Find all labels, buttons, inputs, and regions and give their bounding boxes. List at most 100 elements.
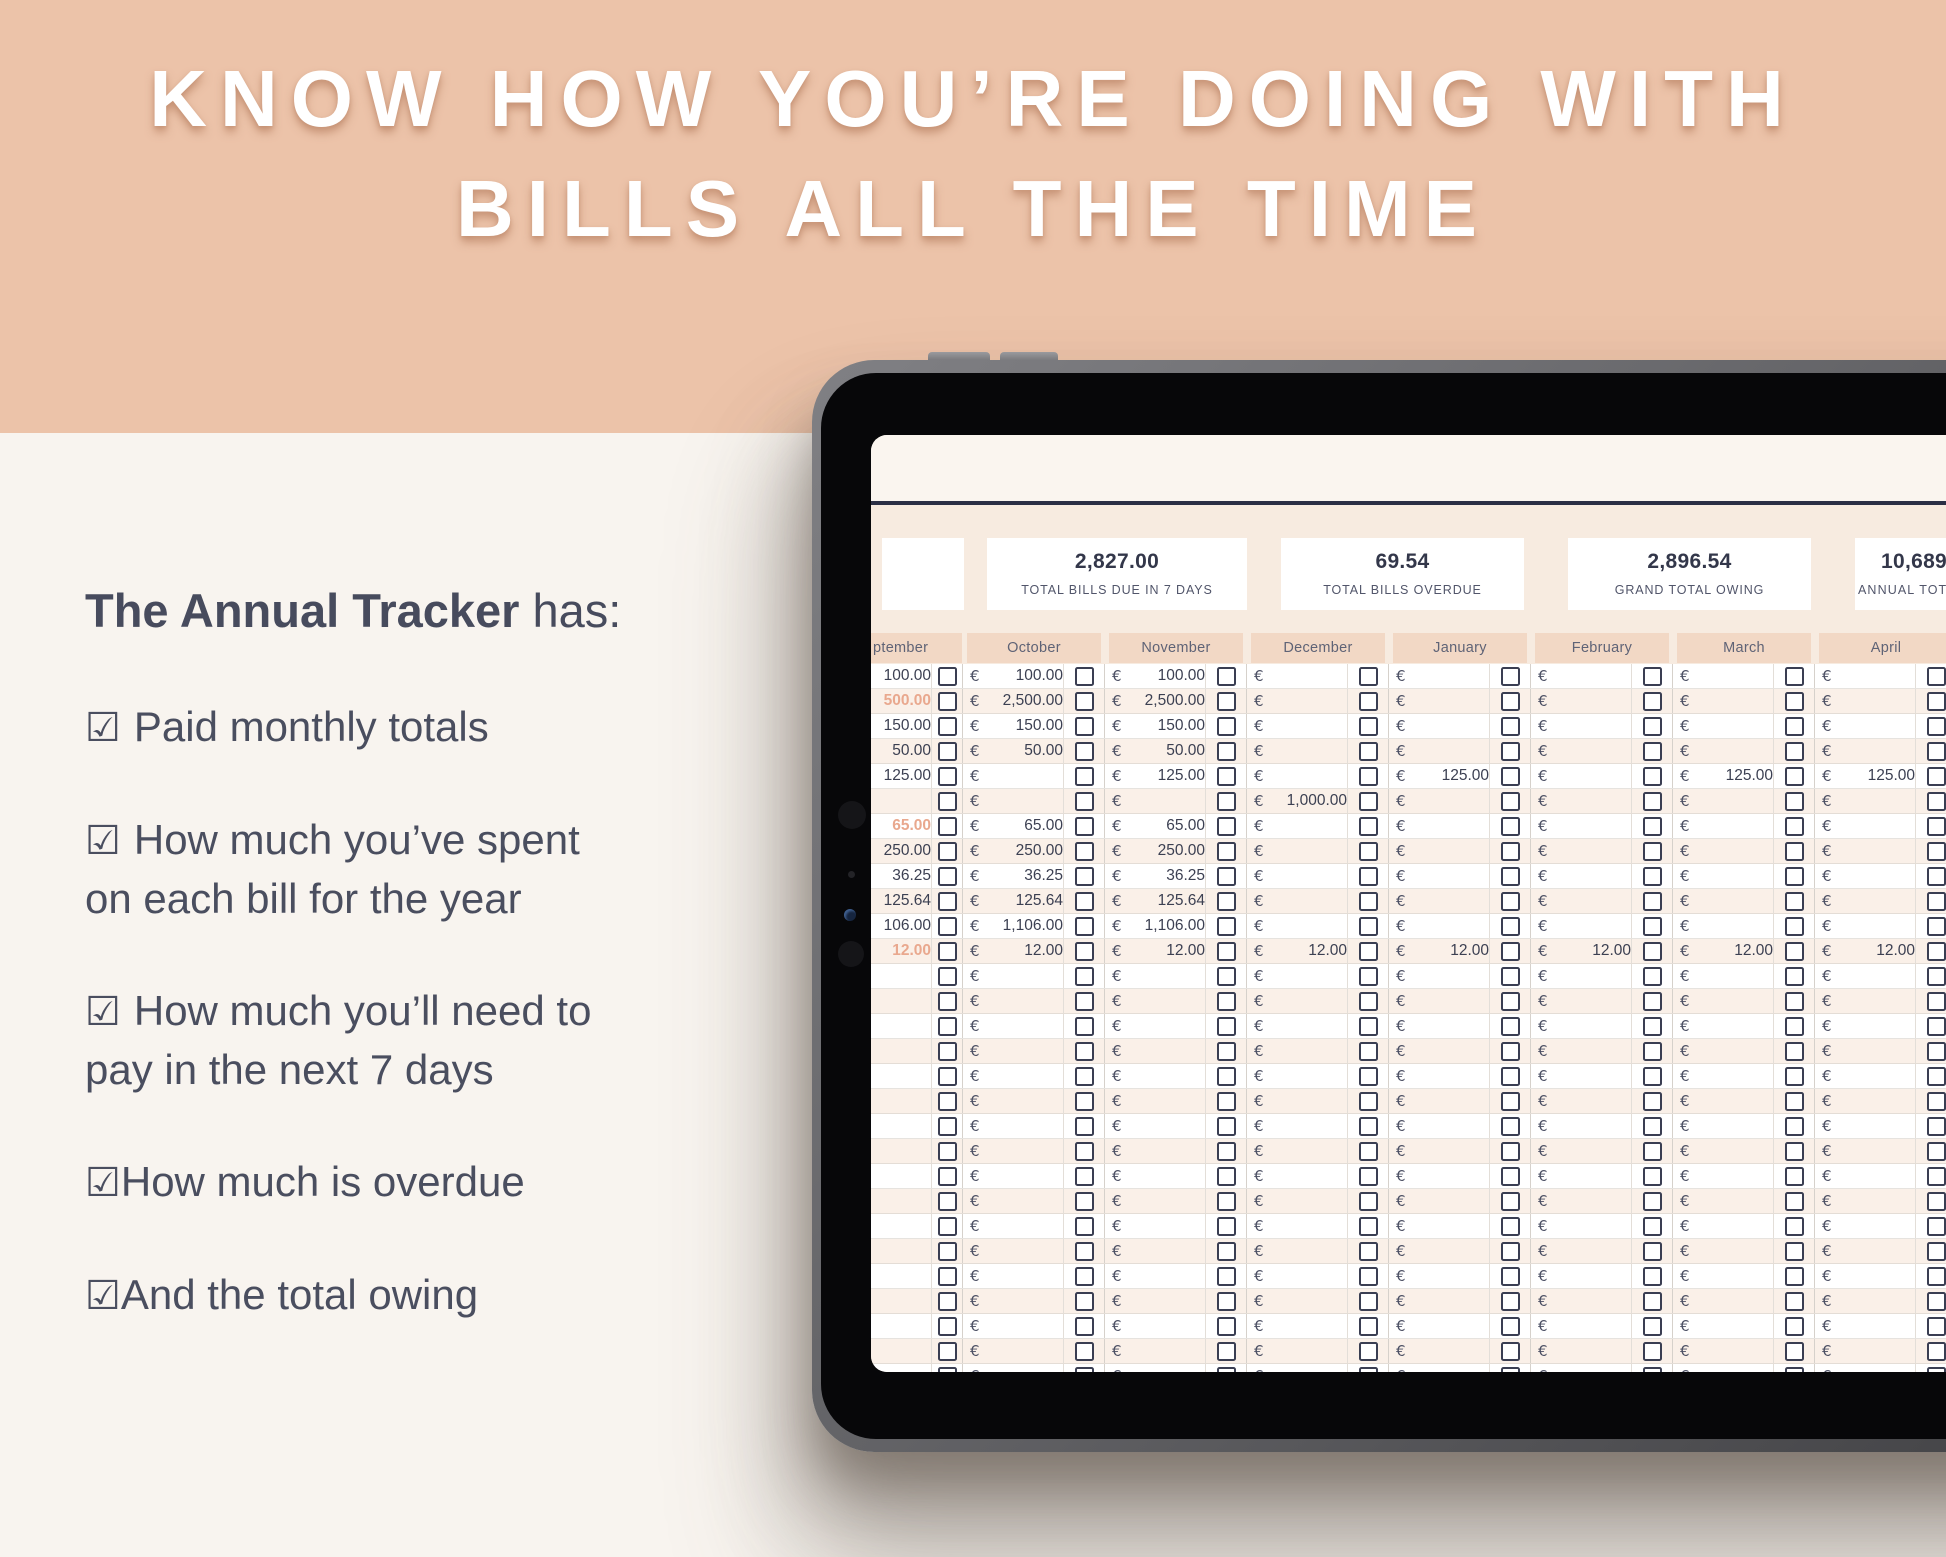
paid-checkbox-cell[interactable] <box>1631 1064 1672 1088</box>
cell-amount-value[interactable] <box>1270 1339 1347 1363</box>
checkbox-icon[interactable] <box>1074 1341 1094 1361</box>
paid-checkbox-cell[interactable] <box>1915 1314 1946 1338</box>
paid-checkbox-cell[interactable] <box>1489 1164 1530 1188</box>
checkbox-icon[interactable] <box>1926 1041 1946 1061</box>
paid-checkbox-cell[interactable] <box>1631 1189 1672 1213</box>
checkbox-icon[interactable] <box>937 1266 957 1286</box>
checkbox-icon[interactable] <box>1642 766 1662 786</box>
paid-checkbox-cell[interactable] <box>1773 1064 1814 1088</box>
cell-amount-value[interactable] <box>1554 1189 1631 1213</box>
checkbox-icon[interactable] <box>1216 1041 1236 1061</box>
checkbox-icon[interactable] <box>937 866 957 886</box>
cell-amount-value[interactable] <box>1412 964 1489 988</box>
paid-checkbox-cell[interactable] <box>1063 714 1104 738</box>
cell-september-value[interactable] <box>871 964 931 988</box>
paid-checkbox-cell[interactable] <box>1489 664 1530 688</box>
paid-checkbox-cell[interactable] <box>1489 739 1530 763</box>
checkbox-icon[interactable] <box>1216 1291 1236 1311</box>
cell-amount-value[interactable] <box>1838 1214 1915 1238</box>
cell-amount-value[interactable] <box>1270 989 1347 1013</box>
cell-amount-value[interactable]: 2,500.00 <box>1002 692 1063 709</box>
cell-amount-value[interactable] <box>1838 1089 1915 1113</box>
cell-amount-value[interactable] <box>1696 664 1773 688</box>
cell-amount-value[interactable] <box>1838 964 1915 988</box>
paid-checkbox-cell[interactable] <box>931 1339 962 1363</box>
checkbox-icon[interactable] <box>1358 1291 1378 1311</box>
paid-checkbox-cell[interactable] <box>1347 1089 1388 1113</box>
checkbox-icon[interactable] <box>1926 891 1946 911</box>
paid-checkbox-cell[interactable] <box>1347 739 1388 763</box>
checkbox-icon[interactable] <box>1784 1166 1804 1186</box>
checkbox-icon[interactable] <box>1500 1141 1520 1161</box>
cell-amount-value[interactable] <box>1554 1164 1631 1188</box>
paid-checkbox-cell[interactable] <box>1773 989 1814 1013</box>
checkbox-icon[interactable] <box>1500 816 1520 836</box>
cell-amount-value[interactable] <box>1554 1139 1631 1163</box>
cell-amount-value[interactable] <box>1838 1014 1915 1038</box>
checkbox-icon[interactable] <box>1784 941 1804 961</box>
cell-amount-value[interactable] <box>1838 839 1915 863</box>
checkbox-icon[interactable] <box>1500 716 1520 736</box>
cell-amount-value[interactable] <box>1696 1264 1773 1288</box>
paid-checkbox-cell[interactable] <box>1347 1214 1388 1238</box>
paid-checkbox-cell[interactable] <box>1205 739 1246 763</box>
paid-checkbox-cell[interactable] <box>1915 814 1946 838</box>
paid-checkbox-cell[interactable] <box>931 1264 962 1288</box>
cell-september-value[interactable]: 65.00 <box>892 817 931 834</box>
checkbox-icon[interactable] <box>1642 916 1662 936</box>
paid-checkbox-cell[interactable] <box>1205 1314 1246 1338</box>
checkbox-icon[interactable] <box>937 1341 957 1361</box>
checkbox-icon[interactable] <box>1642 1366 1662 1372</box>
cell-amount-value[interactable] <box>1838 664 1915 688</box>
cell-amount-value[interactable] <box>1838 1364 1915 1372</box>
checkbox-icon[interactable] <box>1216 1366 1236 1372</box>
checkbox-icon[interactable] <box>1216 1066 1236 1086</box>
paid-checkbox-cell[interactable] <box>931 1039 962 1063</box>
paid-checkbox-cell[interactable] <box>1347 1139 1388 1163</box>
checkbox-icon[interactable] <box>1642 866 1662 886</box>
checkbox-icon[interactable] <box>1216 816 1236 836</box>
paid-checkbox-cell[interactable] <box>1631 1239 1672 1263</box>
paid-checkbox-cell[interactable] <box>1631 839 1672 863</box>
cell-amount-value[interactable] <box>1412 714 1489 738</box>
cell-september-value[interactable] <box>871 1339 931 1363</box>
paid-checkbox-cell[interactable] <box>1915 1014 1946 1038</box>
checkbox-icon[interactable] <box>1784 966 1804 986</box>
paid-checkbox-cell[interactable] <box>1773 1264 1814 1288</box>
checkbox-icon[interactable] <box>937 1041 957 1061</box>
checkbox-icon[interactable] <box>1784 1041 1804 1061</box>
cell-amount-value[interactable] <box>1128 1139 1205 1163</box>
cell-amount-value[interactable] <box>1838 1289 1915 1313</box>
checkbox-icon[interactable] <box>1074 941 1094 961</box>
paid-checkbox-cell[interactable] <box>1489 864 1530 888</box>
checkbox-icon[interactable] <box>1926 866 1946 886</box>
cell-amount-value[interactable]: 50.00 <box>1024 742 1063 759</box>
checkbox-icon[interactable] <box>937 1166 957 1186</box>
paid-checkbox-cell[interactable] <box>1773 1014 1814 1038</box>
cell-september-value[interactable] <box>871 1064 931 1088</box>
checkbox-icon[interactable] <box>1216 716 1236 736</box>
paid-checkbox-cell[interactable] <box>1489 939 1530 963</box>
cell-amount-value[interactable] <box>1128 1114 1205 1138</box>
checkbox-icon[interactable] <box>1074 716 1094 736</box>
cell-september-value[interactable] <box>871 1289 931 1313</box>
paid-checkbox-cell[interactable] <box>1347 914 1388 938</box>
cell-amount-value[interactable]: 12.00 <box>1450 942 1489 959</box>
cell-amount-value[interactable] <box>1128 1339 1205 1363</box>
paid-checkbox-cell[interactable] <box>1631 1364 1672 1372</box>
cell-amount-value[interactable] <box>1412 1214 1489 1238</box>
cell-amount-value[interactable] <box>986 1189 1063 1213</box>
paid-checkbox-cell[interactable] <box>1631 1014 1672 1038</box>
paid-checkbox-cell[interactable] <box>1347 1314 1388 1338</box>
checkbox-icon[interactable] <box>1216 791 1236 811</box>
cell-september-value[interactable] <box>871 1239 931 1263</box>
checkbox-icon[interactable] <box>1216 1266 1236 1286</box>
paid-checkbox-cell[interactable] <box>1489 789 1530 813</box>
cell-amount-value[interactable] <box>1554 739 1631 763</box>
checkbox-icon[interactable] <box>1358 816 1378 836</box>
paid-checkbox-cell[interactable] <box>1915 1139 1946 1163</box>
paid-checkbox-cell[interactable] <box>931 1014 962 1038</box>
cell-amount-value[interactable]: 125.64 <box>1015 892 1063 909</box>
cell-amount-value[interactable] <box>1128 1214 1205 1238</box>
cell-amount-value[interactable] <box>1412 1189 1489 1213</box>
